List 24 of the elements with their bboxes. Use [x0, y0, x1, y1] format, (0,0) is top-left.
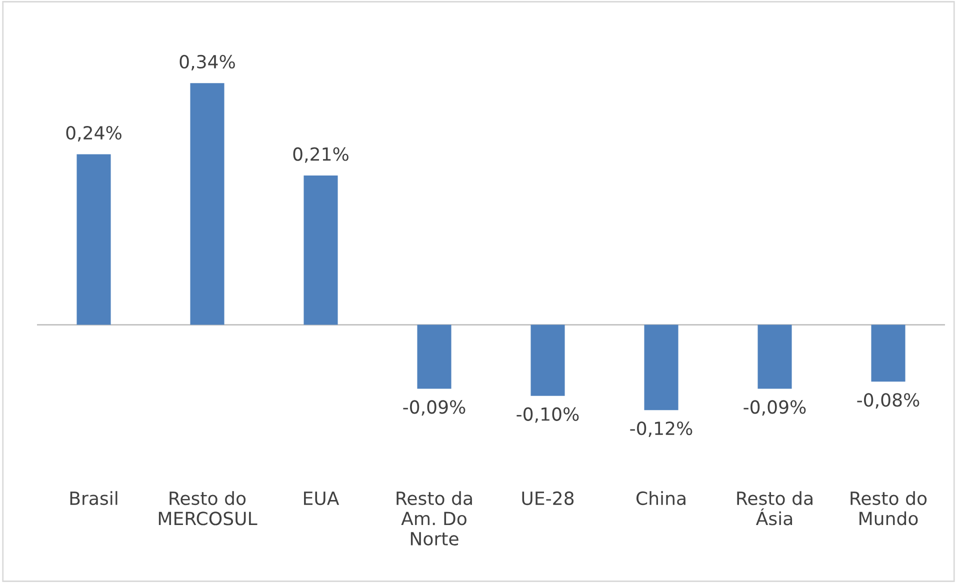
- data-label: 0,34%: [180, 54, 235, 70]
- data-label: -0,12%: [630, 422, 692, 437]
- data-label: -0,10%: [516, 407, 579, 423]
- bar: [304, 176, 338, 325]
- x-tick-label: Resto da Ásia: [737, 491, 812, 526]
- x-tick-label: Resto do MERCOSUL: [158, 491, 258, 526]
- x-tick-label: China: [636, 491, 686, 506]
- data-label: 0,24%: [66, 126, 122, 142]
- x-tick-label: Brasil: [70, 491, 118, 506]
- data-label: 0,21%: [293, 147, 348, 163]
- x-tick-label: UE-28: [522, 491, 574, 506]
- data-label: -0,09%: [744, 400, 806, 416]
- data-label: -0,09%: [403, 400, 466, 416]
- bar: [871, 324, 906, 382]
- x-tick-label: Resto da Am. Do Norte: [396, 491, 472, 546]
- bar: [758, 324, 792, 389]
- data-label: -0,08%: [857, 393, 920, 409]
- x-tick-label: EUA: [304, 492, 340, 506]
- bar: [190, 83, 224, 325]
- bar: [530, 324, 565, 396]
- bar: [76, 154, 111, 325]
- bar: [644, 324, 678, 410]
- bar: [417, 324, 452, 389]
- x-tick-label: Resto do Mundo: [850, 491, 927, 526]
